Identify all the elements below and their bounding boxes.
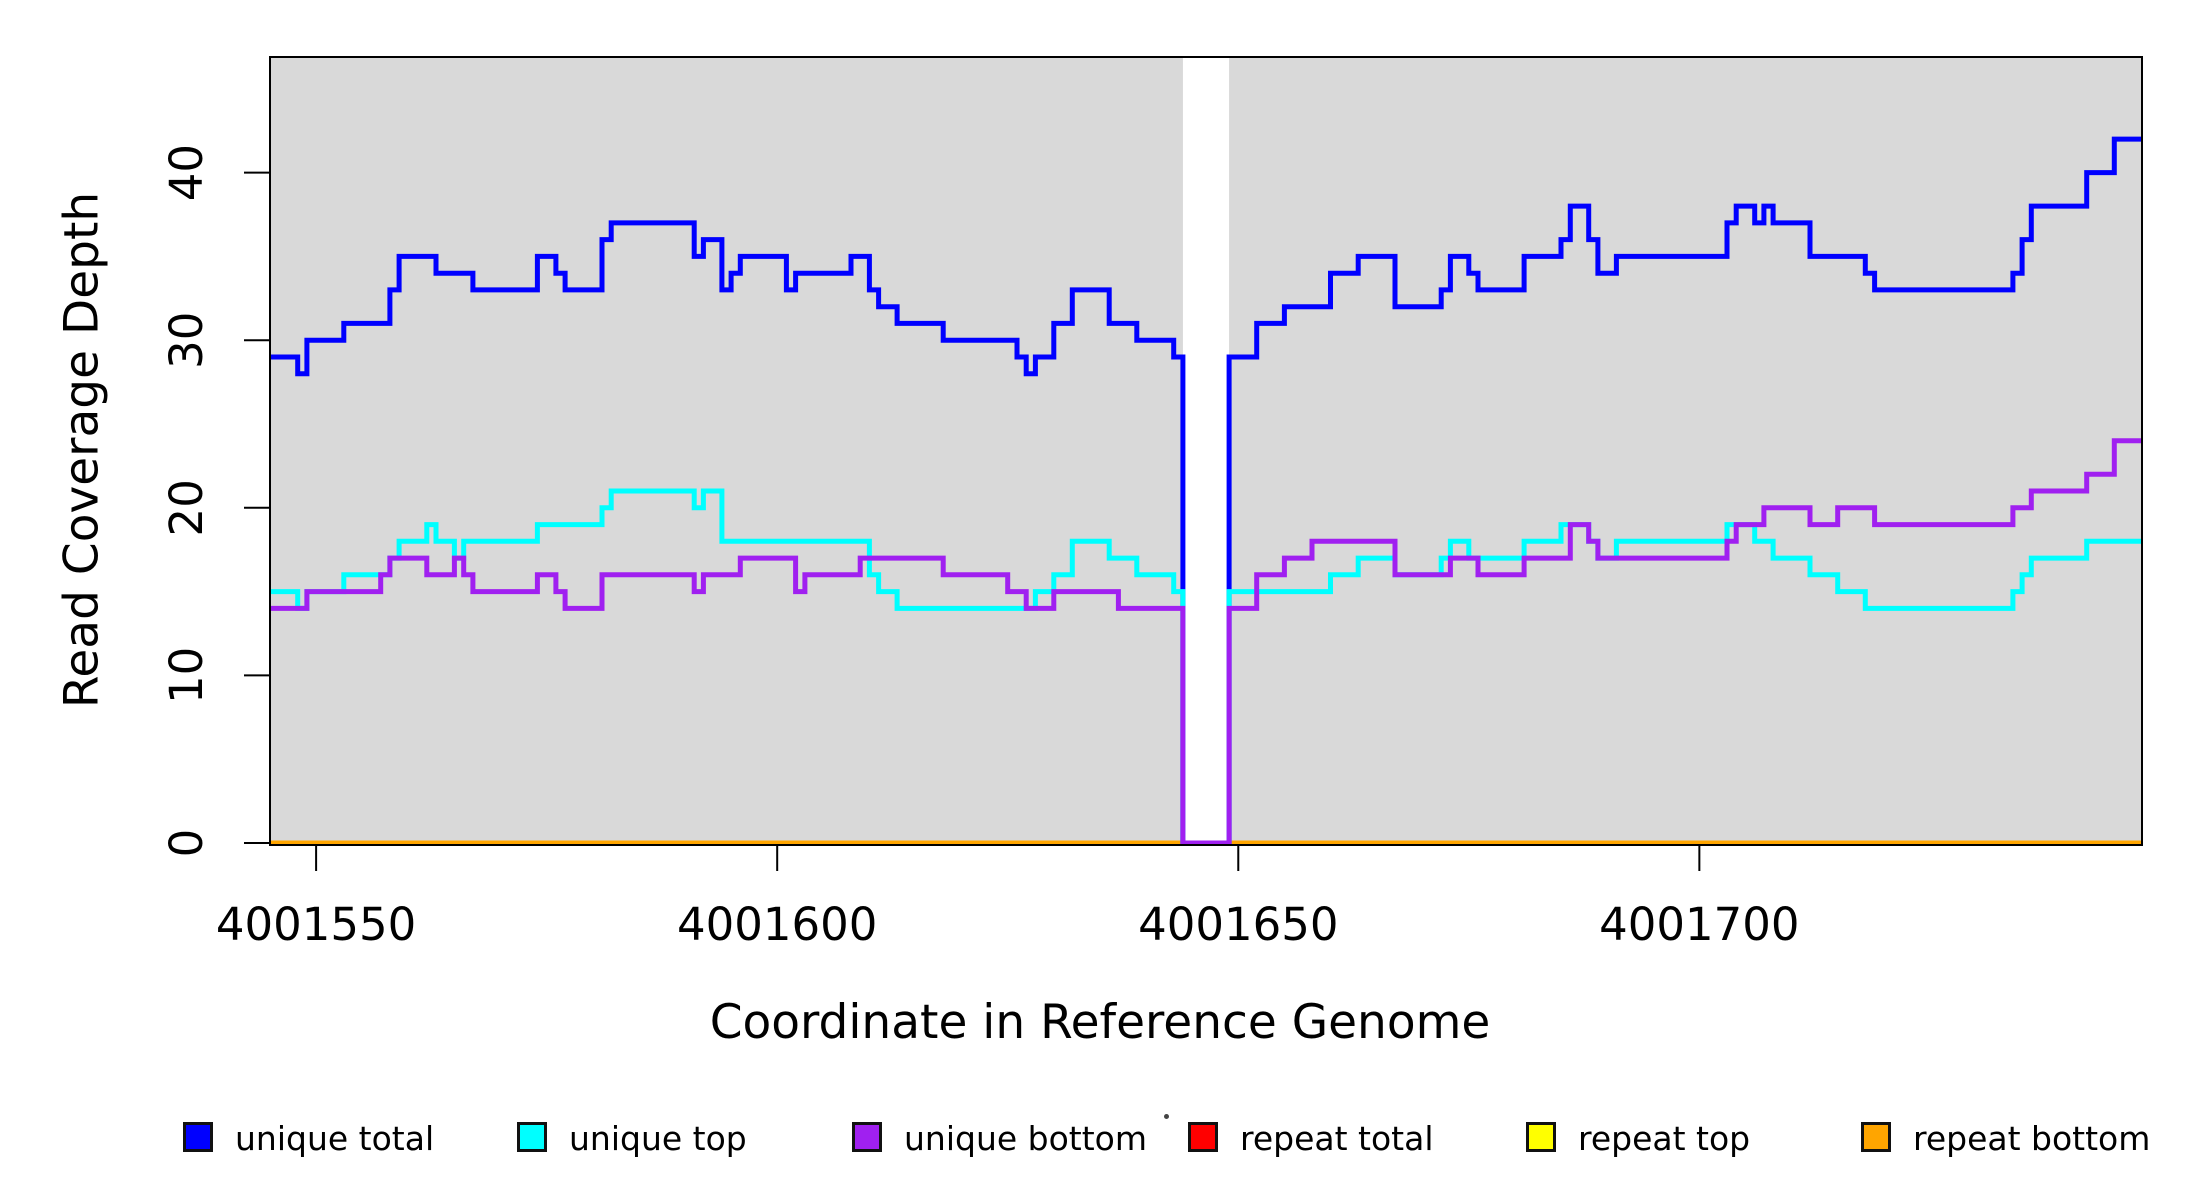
y-tick-label: 30 xyxy=(160,312,213,369)
series-unique-top xyxy=(270,488,2142,846)
unique-top-swatch-icon xyxy=(517,1122,547,1152)
coverage-gap-band xyxy=(1182,58,1230,844)
x-tick-label: 4001600 xyxy=(677,898,877,951)
axes: 4001550 4001600 4001650 4001700 0 10 20 30 40 xyxy=(160,56,2143,951)
repeat-total-swatch-icon xyxy=(1188,1122,1218,1152)
x-axis-title: Coordinate in Reference Genome xyxy=(709,995,1491,1050)
x-tick-label: 4001550 xyxy=(216,898,416,951)
y-tick-label: 10 xyxy=(160,647,213,704)
series-lines xyxy=(270,136,2142,846)
y-tick-label: 40 xyxy=(160,144,213,201)
y-axis-title: Read Coverage Depth xyxy=(54,191,110,709)
legend-label: unique total xyxy=(235,1119,435,1158)
unique-total-swatch-icon xyxy=(183,1122,213,1152)
repeat-top-swatch-icon xyxy=(1526,1122,1556,1152)
series-unique-bottom xyxy=(270,438,2142,846)
series-unique-total xyxy=(270,136,2142,846)
stray-dot-artifact xyxy=(1164,1114,1169,1119)
y-tick-label: 20 xyxy=(160,479,213,536)
plot-panel xyxy=(270,57,2142,845)
repeat-bottom-swatch-icon xyxy=(1861,1122,1891,1152)
x-tick-label: 4001650 xyxy=(1138,898,1338,951)
legend-label: repeat bottom xyxy=(1913,1119,2151,1158)
legend-label: unique top xyxy=(569,1119,747,1158)
plot-box xyxy=(269,56,2143,846)
x-tick-label: 4001700 xyxy=(1599,898,1799,951)
legend-label: unique bottom xyxy=(904,1119,1148,1158)
legend-label: repeat total xyxy=(1240,1119,1434,1158)
unique-bottom-swatch-icon xyxy=(852,1122,882,1152)
y-tick-label: 0 xyxy=(160,829,213,858)
legend-label: repeat top xyxy=(1578,1119,1751,1158)
